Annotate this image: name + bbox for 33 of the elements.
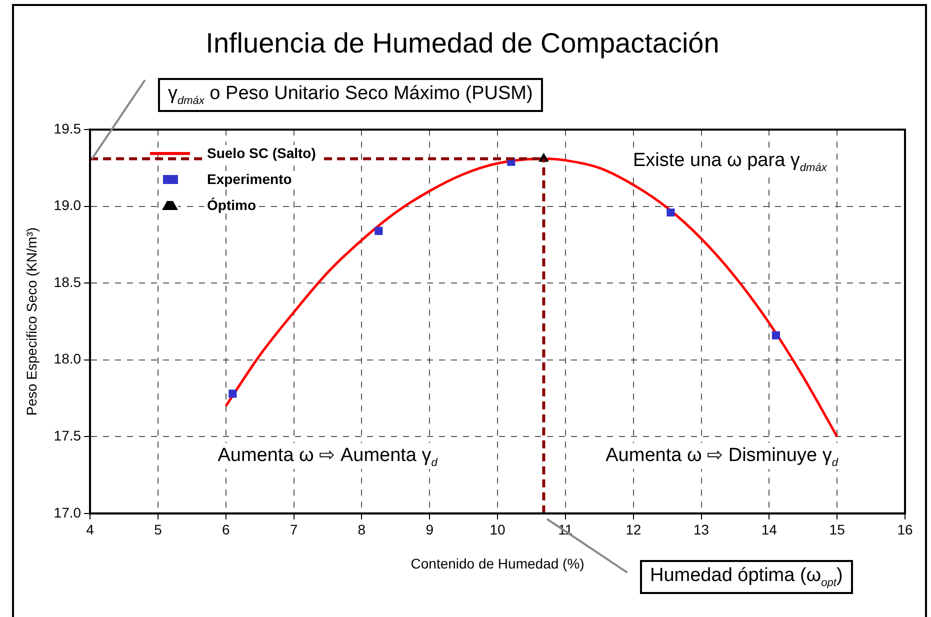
x-tick-label: 5 bbox=[154, 522, 162, 538]
y-tick-label: 18.0 bbox=[54, 350, 82, 367]
point bbox=[228, 390, 237, 398]
x-tick-label: 12 bbox=[626, 522, 642, 538]
legend-label: Experimento bbox=[204, 171, 295, 187]
x-tick-label: 13 bbox=[693, 522, 710, 538]
legend-label: Óptimo bbox=[204, 197, 259, 213]
x-tick-label: 4 bbox=[86, 522, 94, 538]
text: Humedad óptima (ω$_{opt}$) bbox=[640, 560, 853, 594]
x-tick-label: 14 bbox=[761, 522, 778, 538]
annotation: Aumenta ω ⇨ Disminuye γ$_{d}$ bbox=[602, 443, 841, 469]
point bbox=[772, 331, 780, 340]
x-tick-label: 15 bbox=[829, 522, 846, 538]
annotation: γ$_{dmáx}$ o Peso Unitario Seco Máximo (PUSM) bbox=[158, 78, 543, 112]
y-tick-label: 17.5 bbox=[54, 428, 82, 444]
x-tick-label: 16 bbox=[897, 522, 913, 538]
point bbox=[666, 208, 675, 217]
x-tick-label: 10 bbox=[490, 522, 506, 538]
y-tick-label: 19.5 bbox=[54, 120, 82, 136]
x-axis-title: Contenido de Humedad (%) bbox=[410, 555, 584, 572]
x-tick-label: 6 bbox=[222, 522, 230, 538]
annotation: Existe una ω para γ$_{dmáx}$ bbox=[630, 150, 830, 174]
y-tick-label: 18.5 bbox=[54, 274, 82, 290]
x-tick-label: 7 bbox=[290, 522, 298, 538]
annotation: Aumenta ω ⇨ Aumenta γ$_{d}$ bbox=[214, 443, 440, 469]
point bbox=[374, 226, 383, 235]
y-axis-title: Peso Especifico Seco (KN/m³) bbox=[23, 227, 40, 416]
y-tick-label: 17.0 bbox=[54, 504, 82, 520]
x-tick-label: 9 bbox=[426, 522, 434, 538]
legend-label: Suelo SC (Salto) bbox=[204, 145, 319, 161]
chart-title: Influencia de Humedad de Compactación bbox=[206, 28, 720, 59]
x-tick-label: 8 bbox=[358, 522, 366, 538]
y-tick-label: 19.0 bbox=[54, 197, 82, 214]
